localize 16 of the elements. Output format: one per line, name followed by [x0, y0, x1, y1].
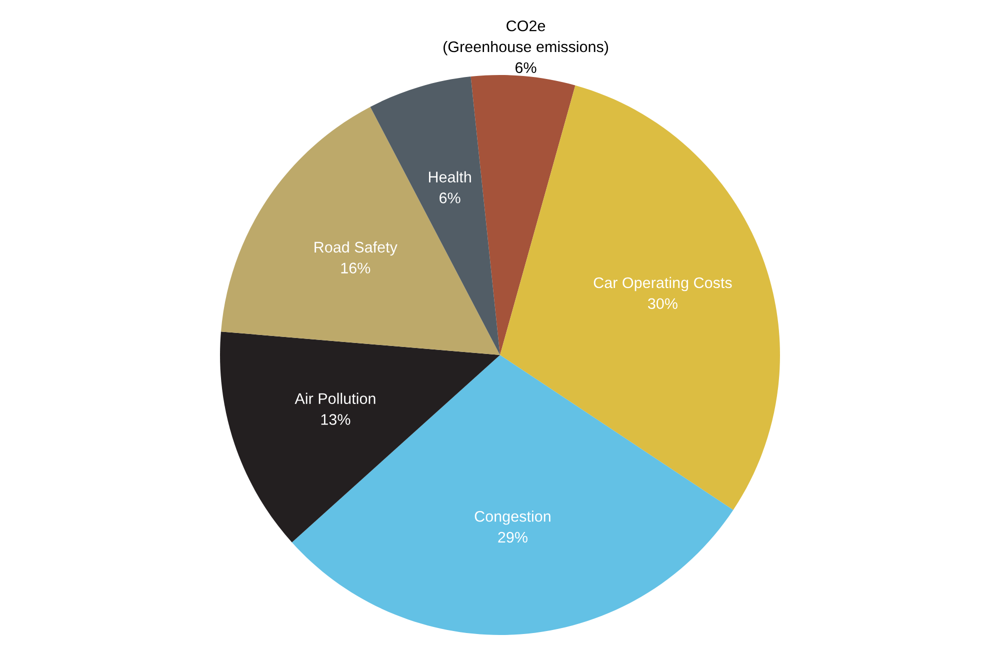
pie-slice [220, 106, 500, 355]
slice-label: Congestion [474, 510, 550, 525]
slice-label: Road Safety [314, 241, 398, 256]
data-label: 6% [440, 192, 460, 204]
pie-slice [292, 355, 734, 635]
slice-label: Air Pollution [294, 392, 376, 404]
data-label: 13% [321, 414, 350, 425]
pie-slice [500, 85, 780, 510]
data-label: 29% [498, 532, 528, 543]
slice-label: Health [428, 171, 471, 182]
data-label: 30% [648, 298, 678, 310]
slice-label: Car Operating Costs [594, 276, 732, 292]
slice-label: CO2e (Greenhouse emissions) [444, 20, 608, 56]
data-label: 6% [516, 62, 536, 74]
data-label: 16% [341, 262, 370, 274]
pie-slice [470, 75, 576, 355]
